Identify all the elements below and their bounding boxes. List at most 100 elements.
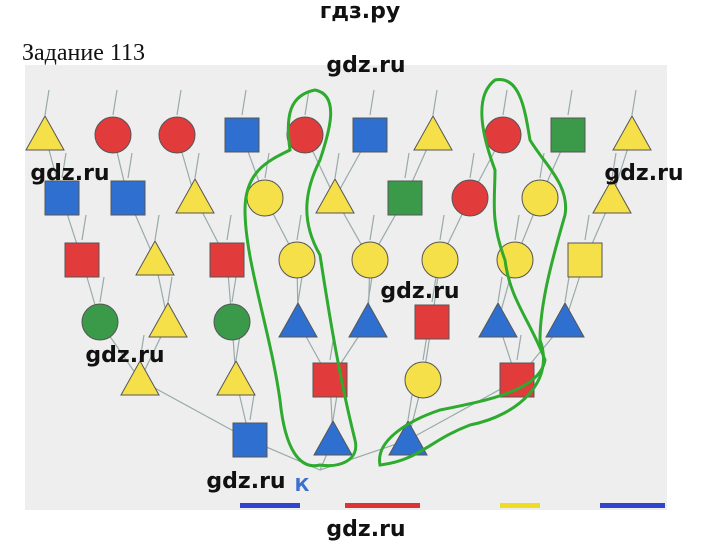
square [209, 242, 245, 278]
square [387, 180, 423, 216]
triangle [413, 114, 453, 151]
arrow-stem [369, 214, 375, 241]
circle [278, 241, 316, 279]
branch [139, 379, 251, 441]
arrow-stem [154, 214, 160, 241]
arrow-stem [439, 214, 445, 241]
triangle [148, 301, 188, 338]
square [567, 242, 603, 278]
triangle [25, 114, 65, 151]
color-bar [600, 503, 665, 508]
arrow-stem [432, 89, 438, 116]
circle [496, 241, 534, 279]
circle [286, 116, 324, 154]
circle [81, 303, 119, 341]
circle [246, 179, 284, 217]
arrow-stem [176, 89, 182, 116]
square [550, 117, 586, 153]
circle [484, 116, 522, 154]
circle [421, 241, 459, 279]
arrow-stem [497, 276, 503, 303]
triangle [216, 359, 256, 396]
triangle [135, 239, 175, 276]
arrow-stem [235, 334, 241, 361]
watermark: gdz.ru [85, 343, 164, 368]
triangle [348, 301, 388, 338]
arrow-stem [567, 89, 573, 116]
triangle [278, 301, 318, 338]
arrow-stem [167, 276, 173, 303]
watermark: gdz.ru [380, 279, 459, 304]
arrow-stem [81, 214, 87, 241]
tree-figures [25, 114, 652, 458]
arrow-stem [139, 334, 145, 361]
circle [351, 241, 389, 279]
arrow-stem [407, 394, 413, 421]
arrow-stem [334, 152, 340, 179]
watermark: gdz.ru [30, 161, 109, 186]
arrow-stem [127, 152, 133, 179]
task-title: Задание 113 [22, 40, 145, 66]
circle [451, 179, 489, 217]
branch [407, 379, 518, 441]
circle [404, 361, 442, 399]
arrow-stem [297, 276, 303, 303]
watermark: gdz.ru [326, 53, 405, 78]
arrow-stem [404, 152, 410, 179]
triangle [313, 419, 353, 456]
arrow-stem [194, 152, 200, 179]
color-bar [240, 503, 300, 508]
arrow-stem [61, 152, 67, 179]
arrow-stem [611, 152, 617, 179]
circle [521, 179, 559, 217]
arrow-stem [99, 276, 105, 303]
color-bar [500, 503, 540, 508]
watermark: gdz.ru [206, 469, 285, 494]
square [64, 242, 100, 278]
triangle [478, 301, 518, 338]
square [44, 180, 80, 216]
arrow-stem [631, 89, 637, 116]
selection-outline [243, 88, 358, 468]
arrow-stem [431, 276, 437, 303]
triangle [175, 177, 215, 214]
watermark: gdz.ru [604, 161, 683, 186]
square [352, 117, 388, 153]
square [232, 422, 268, 458]
triangle [315, 177, 355, 214]
triangle [612, 114, 652, 151]
arrow-stem [564, 276, 570, 303]
arrow-stem [584, 214, 590, 241]
square [499, 362, 535, 398]
arrow-stem [264, 152, 270, 179]
arrow-stem [367, 276, 373, 303]
triangle [545, 301, 585, 338]
arrow-stem [369, 89, 375, 116]
arrow-stem [112, 89, 118, 116]
arrow-stem [502, 89, 508, 116]
arrow-stem [304, 89, 310, 116]
triangle [592, 177, 632, 214]
square [110, 180, 146, 216]
arrow-stem [241, 89, 247, 116]
arrow-stem [296, 214, 302, 241]
circle [158, 116, 196, 154]
root-label: К [295, 475, 310, 496]
triangle [388, 419, 428, 456]
watermark: gdz.ru [326, 517, 405, 542]
arrow-stem [514, 214, 520, 241]
arrow-stem [44, 89, 50, 116]
site-header: гдз.ру [320, 0, 401, 24]
square [414, 304, 450, 340]
arrow-stem [231, 276, 237, 303]
color-bar [345, 503, 420, 508]
arrow-stem [249, 394, 255, 421]
circle [213, 303, 251, 341]
selection-outline [378, 78, 568, 467]
square [224, 117, 260, 153]
circle [94, 116, 132, 154]
arrow-stem [332, 394, 338, 421]
arrow-stem [469, 152, 475, 179]
triangle [120, 359, 160, 396]
